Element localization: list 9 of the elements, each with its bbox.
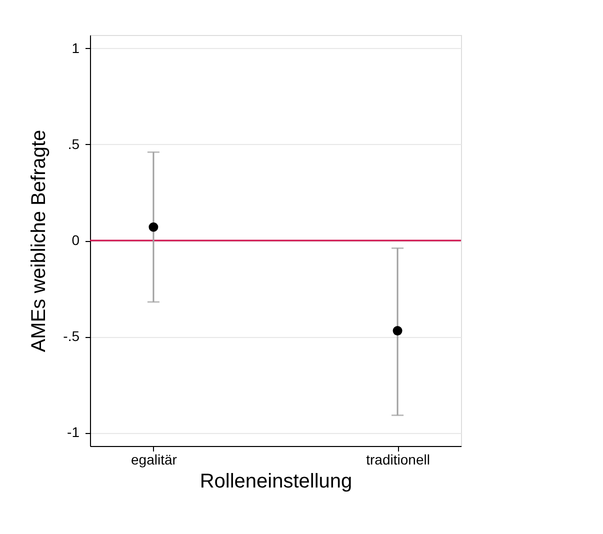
x-tick-label: egalitär — [131, 452, 178, 468]
y-tick-label: 1 — [72, 40, 80, 56]
x-tick-label: traditionell — [366, 452, 430, 468]
y-tick-label: -.5 — [63, 328, 80, 344]
y-tick-label: -1 — [67, 424, 80, 440]
y-axis-title: AMEs weibliche Befragte — [28, 130, 50, 352]
y-tick-label: .5 — [68, 136, 80, 152]
x-axis-title: Rolleneinstellung — [200, 470, 352, 492]
y-tick-label: 0 — [72, 232, 80, 248]
